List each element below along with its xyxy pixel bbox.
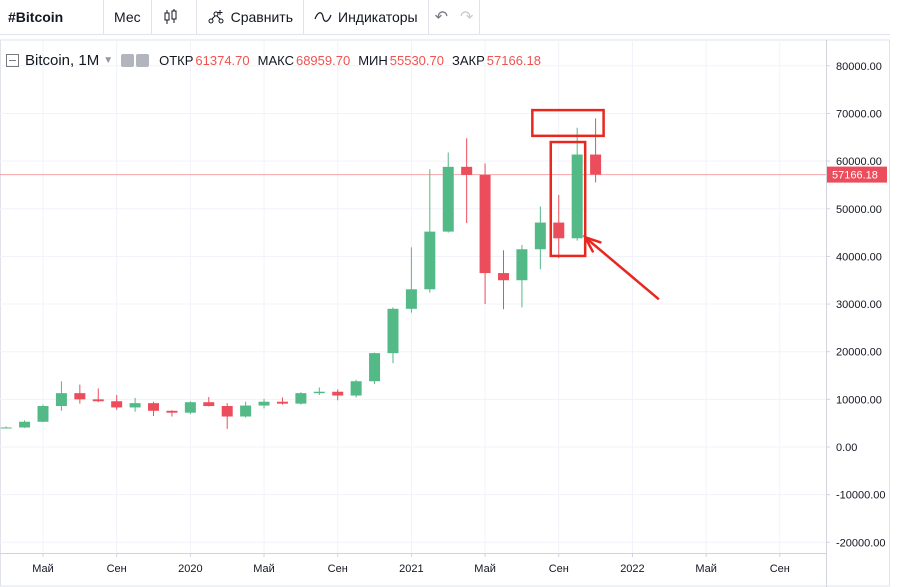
candle-body — [55, 393, 67, 407]
close-value: 57166.18 — [486, 53, 542, 68]
toolbar-divider — [195, 0, 197, 34]
high-value: 68959.70 — [295, 53, 351, 68]
chart-style-button[interactable] — [152, 0, 196, 34]
y-tick-label: -20000.00 — [836, 537, 886, 549]
candle-body — [369, 353, 381, 382]
x-tick-label: Сен — [107, 563, 127, 575]
symbol-search[interactable]: #Bitcoin — [8, 9, 64, 25]
indicators-button[interactable]: Индикаторы — [304, 0, 428, 34]
candle-body — [424, 231, 436, 290]
candle-body — [203, 402, 215, 407]
chart-border — [0, 39, 890, 587]
y-tick-label: 20000.00 — [836, 347, 882, 359]
close-label: ЗАКР — [452, 53, 485, 68]
y-tick-label: 30000.00 — [836, 299, 882, 311]
x-tick-label: 2021 — [399, 563, 423, 575]
y-tick-label: 60000.00 — [836, 156, 882, 168]
x-tick-label: 2022 — [620, 563, 644, 575]
top-toolbar: #Bitcoin Мес Сравнить Индикаторы ↶ ↷ — [0, 0, 890, 35]
candle-body — [166, 410, 178, 413]
candle-body — [442, 166, 454, 232]
candle-body — [258, 401, 270, 406]
y-tick-label: 40000.00 — [836, 251, 882, 263]
candle-body — [461, 166, 473, 175]
toolbar-divider — [103, 0, 104, 34]
candle-body — [92, 399, 104, 402]
y-tick-label: 0.00 — [836, 442, 857, 454]
toolbar-divider — [479, 0, 481, 34]
annotation-arrow[interactable] — [584, 236, 660, 301]
undo-icon[interactable]: ↶ — [434, 9, 448, 26]
annotation-arrowhead — [582, 235, 602, 253]
candle-body — [571, 154, 583, 239]
high-label: МАКС — [257, 53, 294, 68]
candle-body — [516, 249, 528, 281]
visibility-icon[interactable] — [121, 54, 135, 67]
candle-body — [498, 273, 509, 281]
candle-body — [295, 393, 307, 404]
candle-body — [19, 421, 31, 428]
candle-body — [148, 403, 160, 411]
candle-body — [479, 174, 491, 274]
redo-icon[interactable]: ↷ — [460, 9, 474, 26]
annotation-rectangle[interactable] — [549, 140, 587, 258]
collapse-legend-icon[interactable] — [6, 54, 19, 67]
indicators-icon — [314, 8, 332, 26]
toolbar-divider — [150, 0, 152, 34]
series-legend: Bitcoin, 1M ▼ ОТКР 61374.70 МАКС 68959.7… — [6, 52, 541, 69]
candle-body — [74, 393, 86, 400]
open-label: ОТКР — [159, 53, 194, 68]
x-tick-label: Май — [32, 563, 54, 575]
candle-body — [111, 401, 123, 408]
candle-body — [37, 406, 49, 422]
x-tick-label: 2020 — [178, 563, 202, 575]
compare-label: Сравнить — [230, 9, 293, 25]
legend-symbol: Bitcoin, 1M — [25, 52, 100, 69]
compare-icon — [207, 8, 225, 26]
y-tick-label: 70000.00 — [836, 108, 882, 120]
candle-body — [332, 391, 344, 396]
candle-body — [184, 402, 196, 413]
last-price-label-bg — [827, 166, 887, 183]
interval-button[interactable]: Мес — [114, 9, 141, 25]
low-value: 55530.70 — [389, 53, 444, 68]
candle-body — [590, 154, 602, 175]
candle-body — [221, 406, 233, 417]
indicators-label: Индикаторы — [338, 9, 418, 25]
candle-body — [534, 222, 546, 250]
candle-body — [553, 222, 565, 239]
candle-body — [387, 308, 399, 354]
x-tick-label: Сен — [549, 563, 569, 575]
x-tick-label: Май — [474, 563, 496, 575]
candle-body — [350, 381, 362, 396]
candle-body — [313, 391, 325, 394]
y-tick-label: 10000.00 — [836, 394, 882, 406]
x-tick-label: Май — [253, 563, 275, 575]
y-tick-label: 80000.00 — [836, 61, 882, 73]
x-tick-label: Май — [695, 563, 717, 575]
toolbar-divider — [427, 0, 429, 34]
x-tick-label: Сен — [328, 563, 348, 575]
annotation-rectangle[interactable] — [531, 108, 605, 138]
candle-body — [276, 401, 288, 404]
last-price-label: 57166.18 — [832, 170, 878, 182]
low-label: МИН — [358, 53, 388, 68]
compare-button[interactable]: Сравнить — [197, 0, 303, 34]
chevron-down-icon[interactable]: ▼ — [103, 55, 114, 66]
candle-body — [240, 405, 252, 417]
y-tick-label: -10000.00 — [836, 490, 886, 502]
open-value: 61374.70 — [195, 53, 250, 68]
candle-body — [0, 427, 12, 429]
toolbar-divider — [303, 0, 304, 34]
settings-icon[interactable] — [136, 54, 150, 67]
candles-icon — [162, 8, 180, 26]
candle-body — [129, 403, 141, 408]
x-tick-label: Сен — [770, 563, 790, 575]
y-tick-label: 50000.00 — [836, 204, 882, 216]
candle-body — [405, 289, 417, 309]
